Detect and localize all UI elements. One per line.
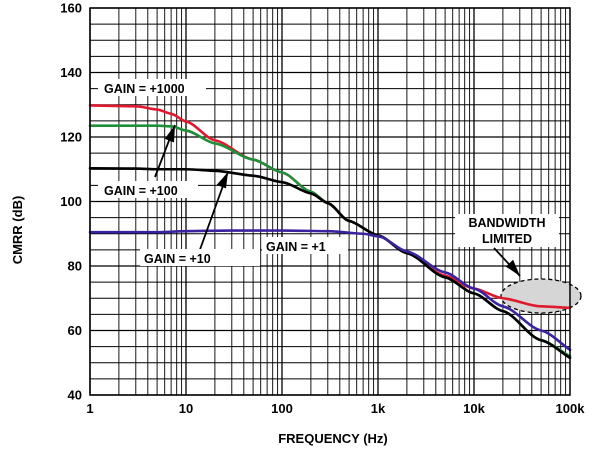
plot-frame [89,7,571,396]
y-tick-label: 100 [60,194,82,209]
x-tick-label: 1 [86,401,93,416]
y-tick-label: 40 [68,388,82,403]
label-gain-1: GAIN = +1 [266,240,326,254]
y-tick-label: 60 [68,323,82,338]
x-tick-label: 10 [179,401,193,416]
label-gain-100: GAIN = +100 [104,184,178,198]
y-tick-label: 140 [60,65,82,80]
label-gain-10: GAIN = +10 [144,252,211,266]
tick-labels: 1 10 100 1k 10k 100k 40 60 80 100 120 140 160 [60,1,585,417]
annotation-labels: GAIN = +1000 GAIN = +100 GAIN = +10 GAIN… [98,79,559,266]
x-tick-label: 1k [371,401,386,416]
series-lines [88,104,572,360]
series-line-0 [88,104,572,310]
y-tick-label: 80 [68,259,82,274]
x-tick-label: 100k [556,401,586,416]
y-axis-title: CMRR (dB) [10,196,25,265]
arrowhead-bandwidth [505,259,520,276]
y-tick-label: 160 [60,1,82,16]
x-tick-label: 100 [271,401,293,416]
label-limited: LIMITED [482,232,532,246]
grid [89,7,570,396]
label-gain-1000: GAIN = +1000 [104,82,185,96]
series-line-3 [88,229,572,352]
label-bandwidth: BANDWIDTH [468,216,545,230]
series-line-2 [88,166,572,360]
x-axis-title: FREQUENCY (Hz) [278,431,388,446]
x-tick-label: 10k [463,401,485,416]
arrow-heads [164,125,520,276]
y-tick-label: 120 [60,130,82,145]
arrowhead-gain-10 [216,172,228,189]
arrowhead-gain-100 [164,125,175,143]
bandwidth-limited-region [500,278,582,314]
